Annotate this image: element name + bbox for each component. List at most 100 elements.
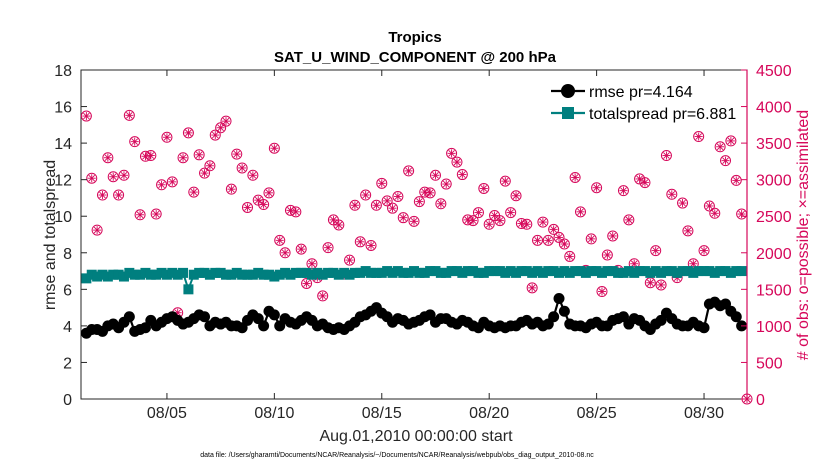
totalspread-point [312, 267, 323, 278]
obs-point-cross [126, 112, 133, 119]
obs-point [596, 286, 608, 298]
obs-point-cross [555, 234, 563, 241]
obs-point [91, 224, 103, 236]
obs-point-cross [593, 184, 600, 192]
legend-rmse-marker [561, 84, 575, 98]
rmse-point [258, 320, 270, 332]
obs-point [585, 233, 597, 245]
chart-title: Tropics [388, 29, 441, 46]
obs-point-cross [695, 133, 702, 140]
obs-point-cross [706, 202, 713, 210]
obs-point [258, 199, 270, 211]
obs-point-cross [206, 162, 214, 170]
obs-point [301, 277, 313, 289]
obs-point [86, 172, 98, 184]
obs-point-cross [201, 169, 208, 177]
y-tick-label: 6 [63, 282, 72, 299]
obs-point-circle [505, 207, 517, 219]
obs-point-cross [539, 218, 547, 226]
obs-point-cross [271, 144, 278, 152]
obs-point [532, 234, 544, 246]
obs-point [80, 110, 92, 122]
obs-point [150, 208, 162, 220]
totalspread-point [253, 267, 264, 278]
obs-point-cross [260, 201, 267, 208]
obs-point-circle [360, 189, 372, 201]
obs-point-circle [397, 212, 409, 224]
obs-point-cross [657, 281, 665, 289]
totalspread-point [296, 267, 307, 278]
obs-point-cross [308, 260, 316, 268]
totalspread-point [349, 267, 360, 278]
totalspread-point [333, 269, 344, 280]
obs-point [569, 171, 581, 183]
obs-point-circle [247, 169, 259, 181]
obs-point-circle [193, 149, 205, 161]
obs-point-circle [86, 172, 98, 184]
obs-point-circle [182, 127, 194, 139]
legend: rmse pr=4.164 totalspread pr=6.881 [548, 78, 736, 126]
totalspread-point [178, 267, 189, 278]
totalspread-point [344, 269, 355, 280]
obs-point-circle [290, 206, 302, 218]
totalspread-point [118, 271, 129, 282]
obs-point-circle [403, 165, 415, 177]
obs-point-cross [442, 180, 450, 188]
obs-point [263, 187, 275, 199]
totalspread-point [376, 267, 387, 278]
totalspread-point [731, 266, 742, 277]
obs-point-circle [537, 216, 549, 228]
obs-point [397, 212, 409, 224]
rmse-point [558, 305, 570, 317]
obs-point-circle [585, 233, 597, 245]
obs-point [392, 190, 404, 202]
obs-point [322, 242, 334, 254]
totalspread-point [317, 269, 328, 280]
totalspread-point [656, 267, 667, 278]
obs-point [370, 199, 382, 211]
obs-point-cross [485, 220, 493, 228]
obs-point-cross [389, 204, 396, 212]
y-tick-label: 16 [54, 100, 72, 117]
obs-point-cross [641, 179, 649, 186]
totalspread-point [161, 269, 172, 280]
totalspread-point [543, 266, 554, 277]
obs-point-cross [185, 129, 192, 137]
obs-point [188, 186, 200, 198]
obs-point-circle [709, 207, 721, 219]
legend-totalspread-label: totalspread pr=6.881 [589, 106, 736, 123]
obs-point-circle [510, 190, 522, 202]
y2-axis-label: # of obs: o=possible; ×=assimilated [795, 110, 812, 360]
obs-point-circle [129, 136, 141, 148]
obs-point-cross [324, 244, 332, 251]
obs-point [730, 174, 742, 186]
obs-point-circle [204, 160, 216, 172]
y2-tick-label: 0 [756, 392, 765, 409]
axis-ticks: 08/05 08/10 08/15 08/20 08/25 08/30 0 2 4 6 8 10 12 1… [54, 63, 791, 422]
obs-point [510, 190, 522, 202]
obs-point [177, 152, 189, 164]
obs-point-cross [330, 216, 337, 224]
obs-point-cross [244, 204, 251, 211]
obs-point-cross [115, 191, 122, 199]
totalspread-point [709, 267, 720, 278]
obs-point-circle [354, 236, 366, 248]
totalspread-point [360, 266, 371, 277]
obs-point-circle [478, 182, 490, 194]
obs-point-cross [523, 220, 531, 228]
totalspread-point [135, 269, 146, 280]
obs-point-cross [217, 124, 224, 132]
obs-point-circle [161, 131, 173, 143]
totalspread-point [430, 266, 441, 277]
obs-point-cross [534, 237, 541, 244]
totalspread-point [306, 269, 317, 280]
obs-point-cross [416, 198, 423, 205]
obs-point [365, 239, 377, 251]
totalspread-point [188, 269, 199, 280]
totalspread-point [559, 266, 570, 277]
obs-point-cross [281, 249, 289, 257]
totalspread-point [629, 267, 640, 278]
obs-point-cross [211, 131, 219, 139]
obs-point-circle [596, 286, 608, 298]
